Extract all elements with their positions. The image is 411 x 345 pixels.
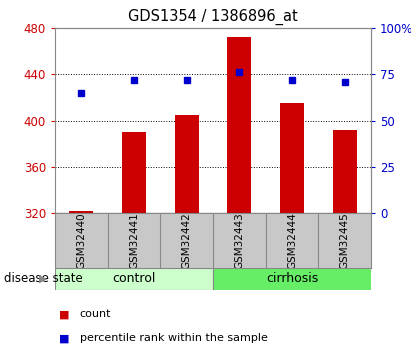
Bar: [280, 103, 304, 213]
Text: ■: ■: [59, 309, 69, 319]
Bar: [175, 115, 199, 213]
Text: GSM32442: GSM32442: [182, 212, 192, 269]
Text: GSM32441: GSM32441: [129, 212, 139, 269]
Text: percentile rank within the sample: percentile rank within the sample: [80, 333, 268, 343]
Text: GSM32445: GSM32445: [339, 212, 350, 269]
Bar: [55, 268, 213, 290]
Title: GDS1354 / 1386896_at: GDS1354 / 1386896_at: [128, 9, 298, 25]
Text: GSM32440: GSM32440: [76, 212, 86, 269]
Bar: [213, 268, 371, 290]
Text: ▶: ▶: [39, 274, 47, 284]
Text: control: control: [112, 273, 156, 286]
Text: ■: ■: [59, 333, 69, 343]
Text: count: count: [80, 309, 111, 319]
Text: cirrhosis: cirrhosis: [266, 273, 318, 286]
Bar: [122, 132, 146, 213]
Bar: [333, 130, 356, 213]
Bar: [227, 37, 251, 213]
Text: GSM32443: GSM32443: [234, 212, 244, 269]
Text: disease state: disease state: [4, 273, 83, 286]
Bar: [69, 211, 93, 213]
Text: GSM32444: GSM32444: [287, 212, 297, 269]
